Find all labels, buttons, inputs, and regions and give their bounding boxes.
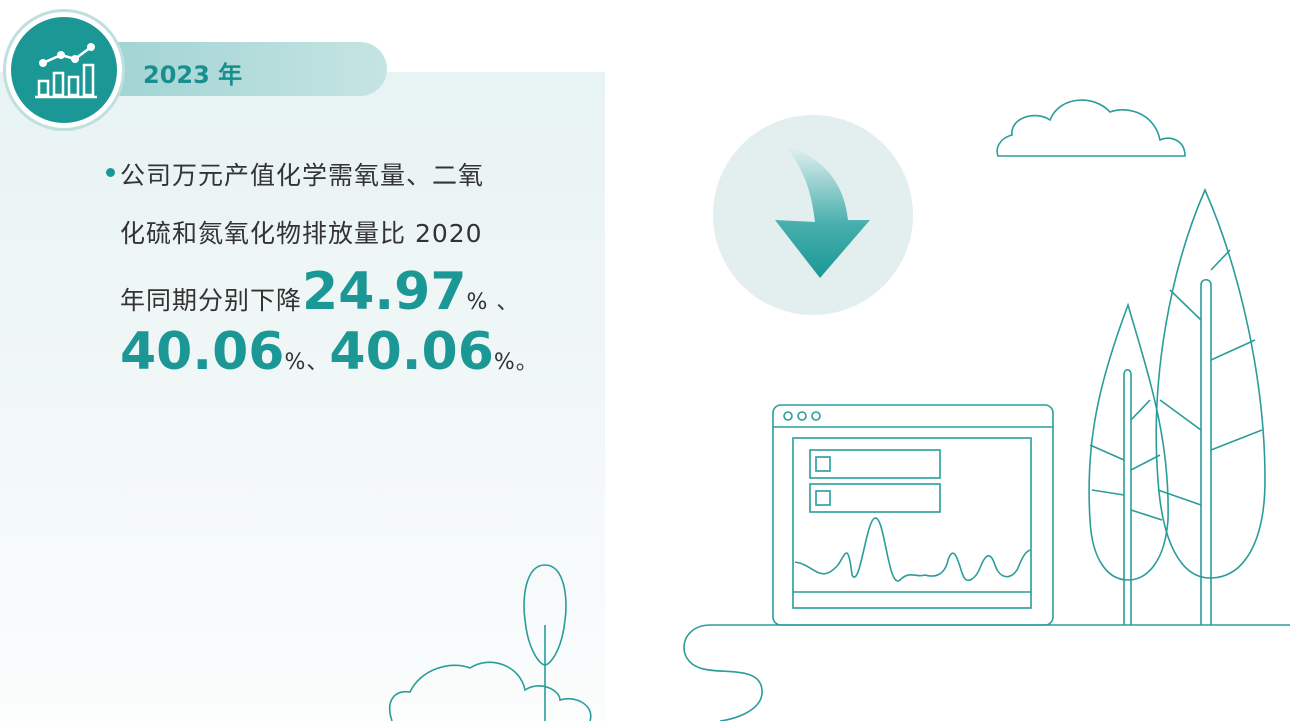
figure: 40.06 <box>329 322 494 382</box>
unit: %、 <box>284 350 330 375</box>
separator: 、 <box>488 290 520 315</box>
text-line: 年同期分别下降24.97% 、 <box>120 262 519 322</box>
text-line: 化硫和氮氧化物排放量比 2020 <box>120 219 483 248</box>
unit: % <box>466 290 489 315</box>
figure: 24.97 <box>302 262 467 322</box>
figure: 40.06 <box>120 322 285 382</box>
line-art <box>388 99 1290 721</box>
text-line: 年同期分别下降 <box>120 286 303 315</box>
unit: %。 <box>493 350 539 375</box>
text-line: 40.06%、40.06%。 <box>120 322 539 382</box>
icon-graphic <box>35 43 97 99</box>
chart-icon <box>6 12 122 128</box>
down-arrow <box>775 145 870 278</box>
year-pill <box>95 42 387 96</box>
panel <box>0 72 605 721</box>
bullet-dot <box>106 168 115 177</box>
year: 2023 年 <box>143 61 243 89</box>
arrow-circle <box>713 115 913 315</box>
text-line: 公司万元产值化学需氧量、二氧 <box>120 161 485 190</box>
